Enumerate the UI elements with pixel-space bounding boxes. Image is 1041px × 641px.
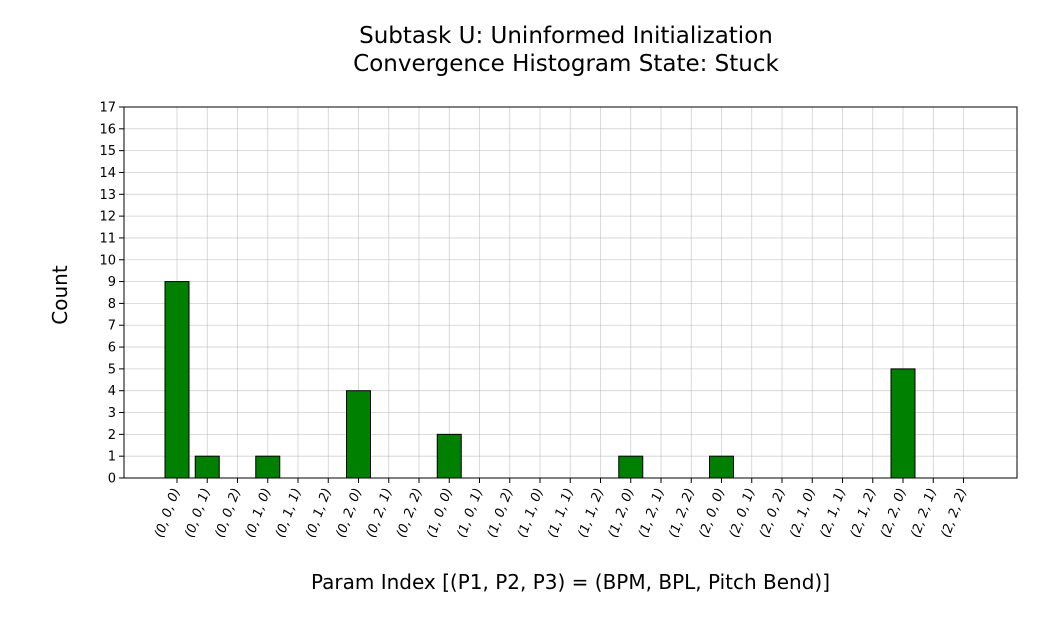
y-tick-label: 3 [108,406,116,421]
x-tick-label: (2, 1, 2) [848,486,880,540]
y-tick-label: 8 [108,297,116,312]
y-tick-label: 13 [99,188,116,203]
x-tick-label: (2, 2, 1) [908,486,940,540]
x-tick-label: (1, 1, 0) [515,486,547,540]
y-tick-label: 7 [108,319,116,334]
bar [436,433,462,479]
x-axis-label: Param Index [(P1, P2, P3) = (BPM, BPL, P… [310,570,831,594]
x-tick-label: (0, 2, 0) [334,486,366,540]
y-tick-label: 11 [99,231,116,246]
chart-title-line1: Subtask U: Uninformed Initialization [359,23,773,49]
x-tick-label: (1, 2, 2) [666,486,698,540]
y-axis-label: Count [48,265,72,325]
y-tick-label: 2 [108,428,116,443]
bar [255,455,281,479]
y-tick-label: 1 [108,450,116,465]
x-tick-label: (1, 0, 2) [485,486,517,540]
x-tick-label: (2, 0, 0) [697,486,729,540]
x-tick-label: (1, 0, 1) [455,486,487,540]
x-tick-label: (2, 2, 2) [939,486,971,540]
chart-title-line2: Convergence Histogram State: Stuck [353,51,779,77]
bar [890,368,916,479]
bar [709,455,734,479]
bar [164,281,190,479]
y-tick-label: 4 [108,384,116,399]
x-tick-label: (2, 1, 0) [787,486,819,540]
x-tick-label: (2, 2, 0) [878,486,910,540]
y-tick-label: 15 [99,144,116,159]
x-tick-label: (0, 2, 1) [364,486,396,540]
x-tick-label: (2, 0, 1) [727,486,759,540]
x-tick-label: (1, 1, 2) [576,486,608,540]
x-tick-label: (1, 2, 0) [606,486,638,540]
x-tick-label: (0, 1, 1) [273,486,305,540]
y-tick-label: 17 [99,101,116,116]
x-tick-label: (0, 2, 2) [394,486,426,540]
x-tick-label: (0, 1, 0) [243,486,275,540]
x-tick-label: (0, 1, 2) [303,486,335,540]
x-tick-label: (0, 0, 0) [152,486,184,540]
y-tick-label: 6 [108,341,116,356]
x-tick-label: (0, 0, 2) [213,486,245,540]
bar [618,455,644,479]
bar [194,455,220,479]
x-tick-label: (2, 1, 1) [818,486,850,540]
y-tick-label: 9 [108,275,116,290]
x-tick-label: (1, 1, 1) [545,486,577,540]
y-tick-label: 0 [108,472,116,487]
x-tick-label: (0, 0, 1) [182,486,214,540]
y-tick-label: 14 [99,166,116,181]
x-tick-label: (1, 2, 1) [636,486,668,540]
y-tick-label: 5 [108,362,116,377]
bar [346,390,371,479]
y-tick-label: 16 [99,122,116,137]
y-tick-label: 10 [99,253,116,268]
x-tick-label: (2, 0, 2) [757,486,789,540]
y-tick-label: 12 [99,210,116,225]
x-tick-label: (1, 0, 0) [424,486,456,540]
